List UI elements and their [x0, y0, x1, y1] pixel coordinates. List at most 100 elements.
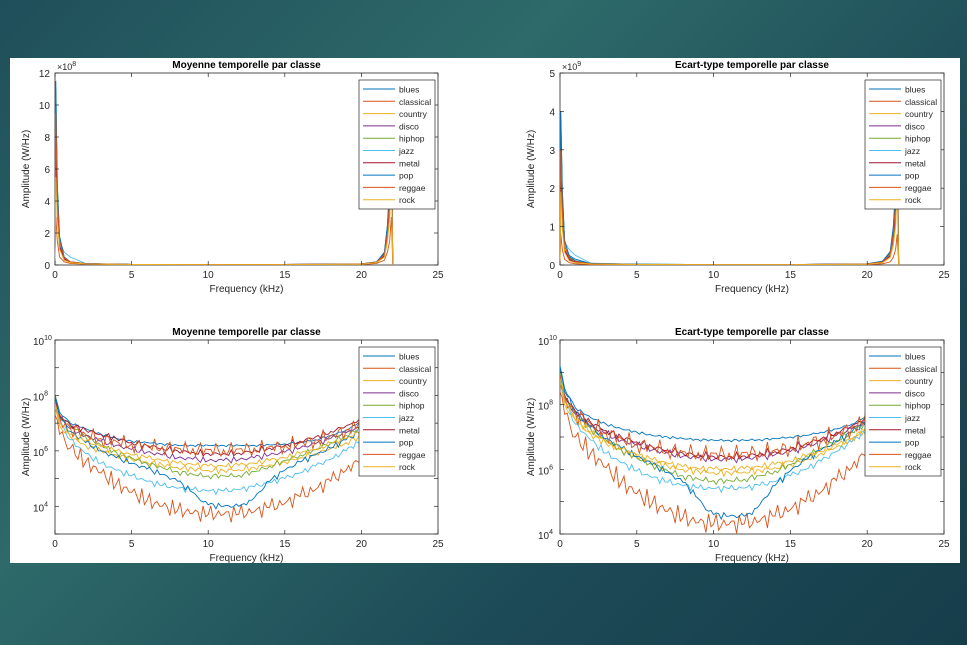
legend-label-reggae: reggae: [399, 183, 426, 193]
legend-label-jazz: jazz: [398, 146, 414, 156]
series-line-metal: [560, 375, 868, 461]
y-tick-exponent: 4: [549, 529, 553, 536]
y-tick-exponent: 8: [549, 400, 553, 407]
legend-label-pop: pop: [905, 438, 919, 448]
series-line-reggae: [55, 400, 362, 458]
legend-label-metal: metal: [399, 425, 420, 435]
y-tick-label: 104: [538, 529, 553, 542]
series-line-jazz: [560, 378, 868, 494]
legend-label-country: country: [399, 376, 428, 386]
y-tick-label: 4: [549, 107, 555, 118]
legend-label-classical: classical: [399, 364, 431, 374]
x-tick-label: 5: [129, 539, 135, 550]
y-axis-multiplier: ×108: [57, 61, 76, 72]
x-tick-label: 20: [356, 539, 368, 550]
legend-label-classical: classical: [399, 97, 431, 107]
legend-label-jazz: jazz: [904, 413, 920, 423]
legend: blues classical country disco hiphop jazz meta…: [864, 79, 942, 210]
series-line-metal: [55, 398, 362, 457]
legend-label-jazz: jazz: [398, 413, 414, 423]
chart-title: Moyenne temporelle par classe: [172, 60, 321, 71]
x-tick-label: 15: [279, 539, 291, 550]
legend-label-rock: rock: [399, 195, 416, 205]
legend-label-disco: disco: [905, 121, 925, 131]
legend-label-blues: blues: [905, 352, 925, 362]
chart-title: Ecart-type temporelle par classe: [675, 60, 829, 71]
y-tick-label: 0: [44, 261, 50, 272]
x-tick-label: 0: [557, 539, 563, 550]
x-tick-label: 20: [862, 270, 874, 281]
series-line-rock: [560, 378, 868, 474]
y-axis-label: Amplitude (W/Hz): [526, 130, 537, 208]
legend-label-pop: pop: [905, 171, 919, 181]
y-axis-multiplier-exponent: 8: [72, 61, 76, 68]
x-tick-label: 25: [432, 270, 444, 281]
x-tick-label: 15: [785, 270, 797, 281]
legend-label-pop: pop: [399, 171, 413, 181]
y-tick-label: 3: [549, 146, 555, 157]
series-line-jazz: [55, 400, 362, 496]
legend-label-rock: rock: [905, 195, 922, 205]
x-tick-label: 0: [557, 270, 563, 281]
y-tick-label: 10: [39, 101, 51, 112]
legend-label-classical: classical: [905, 97, 937, 107]
y-tick-label: 6: [44, 165, 50, 176]
series-line-pop: [55, 395, 362, 510]
y-tick-exponent: 8: [44, 390, 48, 397]
legend-label-disco: disco: [399, 388, 419, 398]
chart-title: Ecart-type temporelle par classe: [675, 327, 829, 338]
legend-label-disco: disco: [905, 388, 925, 398]
y-axis-label: Amplitude (W/Hz): [21, 398, 32, 476]
x-tick-label: 25: [938, 539, 950, 550]
x-tick-label: 0: [52, 270, 58, 281]
legend-label-classical: classical: [905, 364, 937, 374]
x-axis-label: Frequency (kHz): [715, 284, 789, 295]
x-tick-label: 5: [634, 270, 640, 281]
legend-label-jazz: jazz: [904, 146, 920, 156]
legend-label-pop: pop: [399, 438, 413, 448]
x-tick-label: 10: [708, 539, 720, 550]
legend-label-blues: blues: [399, 352, 419, 362]
x-tick-label: 10: [203, 270, 215, 281]
legend-label-blues: blues: [905, 85, 925, 95]
y-tick-label: 8: [44, 133, 50, 144]
chart-2: 0 5 10 15 20 25 0 1 2 3 4 5 ×109 Ecart-type temporell…: [526, 60, 950, 295]
legend-label-blues: blues: [399, 85, 419, 95]
y-axis-label: Amplitude (W/Hz): [526, 398, 537, 476]
y-tick-label: 2: [44, 229, 50, 240]
legend-label-country: country: [905, 376, 934, 386]
series-line-rock: [55, 403, 362, 470]
y-tick-label: 106: [538, 464, 553, 477]
legend: blues classical country disco hiphop jazz meta…: [358, 346, 436, 477]
x-tick-label: 15: [279, 270, 291, 281]
x-tick-label: 0: [52, 539, 58, 550]
series-group: [55, 392, 362, 523]
legend-label-metal: metal: [399, 158, 420, 168]
legend-label-metal: metal: [905, 158, 926, 168]
legend-label-reggae: reggae: [399, 450, 426, 460]
y-tick-exponent: 10: [44, 335, 52, 342]
x-axis-label: Frequency (kHz): [210, 553, 284, 564]
x-axis-label: Frequency (kHz): [210, 284, 284, 295]
y-tick-label: 108: [538, 400, 553, 413]
legend-label-rock: rock: [399, 462, 416, 472]
y-tick-label: 0: [549, 261, 555, 272]
y-tick-exponent: 6: [549, 464, 553, 471]
y-tick-exponent: 10: [549, 335, 557, 342]
y-tick-label: 1: [549, 223, 555, 234]
chart-title: Moyenne temporelle par classe: [172, 327, 321, 338]
legend-label-country: country: [905, 109, 934, 119]
y-tick-label: 4: [44, 197, 50, 208]
y-tick-exponent: 6: [44, 446, 48, 453]
x-tick-label: 15: [785, 539, 797, 550]
legend-label-metal: metal: [905, 425, 926, 435]
y-axis-multiplier-exponent: 9: [577, 61, 581, 68]
legend-label-disco: disco: [399, 121, 419, 131]
x-tick-label: 5: [129, 270, 135, 281]
legend-label-hiphop: hiphop: [399, 134, 425, 144]
y-tick-label: 104: [33, 501, 48, 514]
series-line-reggae: [560, 375, 868, 463]
